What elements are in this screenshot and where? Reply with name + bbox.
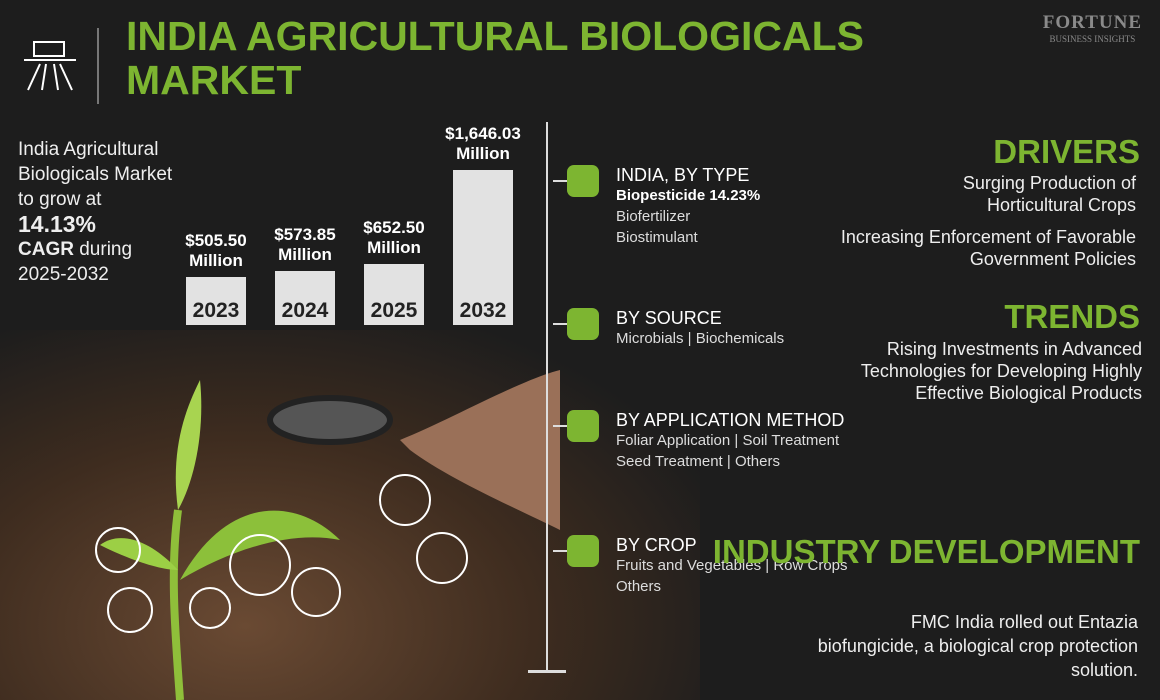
segment-item: Biopesticide 14.23% xyxy=(616,187,761,204)
segment-line: Biostimulant xyxy=(616,229,698,246)
segment-item: Soil Treatment xyxy=(730,432,839,449)
segment-line: Biopesticide 14.23% xyxy=(616,187,760,204)
segment-icon xyxy=(553,308,599,340)
text-item: Surging Production of Horticultural Crop… xyxy=(962,173,1136,215)
logo-icon xyxy=(24,41,76,91)
segment-title: BY APPLICATION METHOD xyxy=(616,410,845,430)
segment-item: Foliar Application xyxy=(616,432,731,449)
segment-line: Others xyxy=(616,578,661,595)
summary-intro: India Agricultural Biologicals Market to… xyxy=(18,139,173,210)
segment-item: Microbials xyxy=(616,330,684,347)
text-item: FMC India rolled out Entazia biofungicid… xyxy=(817,612,1138,680)
segment-item: Row Crops xyxy=(761,557,847,574)
bar: 2024 xyxy=(275,270,335,325)
bar: 2023 xyxy=(186,277,246,325)
bar-chart: 2023 $505.50 Million 2024 $573.85 Million 20… xyxy=(180,120,530,325)
period: during 2025-2032 xyxy=(18,239,133,285)
segment-title: INDIA, BY TYPE xyxy=(616,165,750,185)
segment-icon xyxy=(553,535,599,567)
industry-title: INDUSTRY DEVELOPMENT xyxy=(712,533,1140,570)
cagr: 14.13% xyxy=(18,211,97,237)
drivers-title: DRIVERS xyxy=(993,133,1140,170)
brand-name: FORTUNE xyxy=(1042,12,1142,33)
soil-background xyxy=(0,330,700,700)
value-label: $652.50 Million xyxy=(363,217,425,257)
cagr-label: CAGR xyxy=(18,239,74,260)
summary: India Agricultural Biologicals Market to… xyxy=(18,137,178,287)
segment-item: Others xyxy=(723,453,780,470)
trends-title: TRENDS xyxy=(1004,298,1140,335)
segment-item: Seed Treatment xyxy=(616,453,723,470)
timeline-base xyxy=(528,670,566,673)
segment-line: Seed TreatmentOthers xyxy=(616,453,780,470)
timeline xyxy=(546,122,548,670)
segment-icon xyxy=(553,165,599,197)
segment-title: BY CROP xyxy=(616,535,697,555)
title: INDIA AGRICULTURAL BIOLOGICALS MARKET xyxy=(126,13,864,103)
bar-category: 2024 xyxy=(281,299,329,322)
segment-item: Biochemicals xyxy=(684,330,785,347)
divider xyxy=(97,28,99,104)
segment-title: BY SOURCE xyxy=(616,308,722,328)
segment-item: Biostimulant xyxy=(616,229,698,246)
text-item: Increasing Enforcement of Favorable Gove… xyxy=(840,227,1136,269)
value-label: $573.85 Million xyxy=(274,224,336,264)
bar-category: 2025 xyxy=(370,299,418,322)
brand: FORTUNE BUSINESS INSIGHTS xyxy=(1043,12,1142,44)
segment-item: Others xyxy=(616,578,662,595)
bar-category: 2023 xyxy=(192,299,240,322)
plant-illustration xyxy=(95,370,560,700)
segment-item: Biofertilizer xyxy=(616,208,691,225)
value-label: $1,646.03 Million xyxy=(445,124,521,163)
bar: 2032 xyxy=(453,170,513,325)
segment-line: Biofertilizer xyxy=(616,208,690,225)
segment-item: Fruits and Vegetables xyxy=(616,557,762,574)
segment-line: MicrobialsBiochemicals xyxy=(616,330,784,347)
value-label: $505.50 Million xyxy=(185,231,247,271)
bar-category: 2032 xyxy=(459,299,507,322)
segment-line: Fruits and VegetablesRow Crops xyxy=(616,557,848,574)
bar: 2025 xyxy=(364,263,424,325)
text-item: Rising Investments in Advanced Technolog… xyxy=(860,339,1142,403)
segment-line: Foliar ApplicationSoil Treatment xyxy=(616,432,839,449)
brand-sub: BUSINESS INSIGHTS xyxy=(1049,34,1136,44)
segment-icon xyxy=(553,410,599,442)
